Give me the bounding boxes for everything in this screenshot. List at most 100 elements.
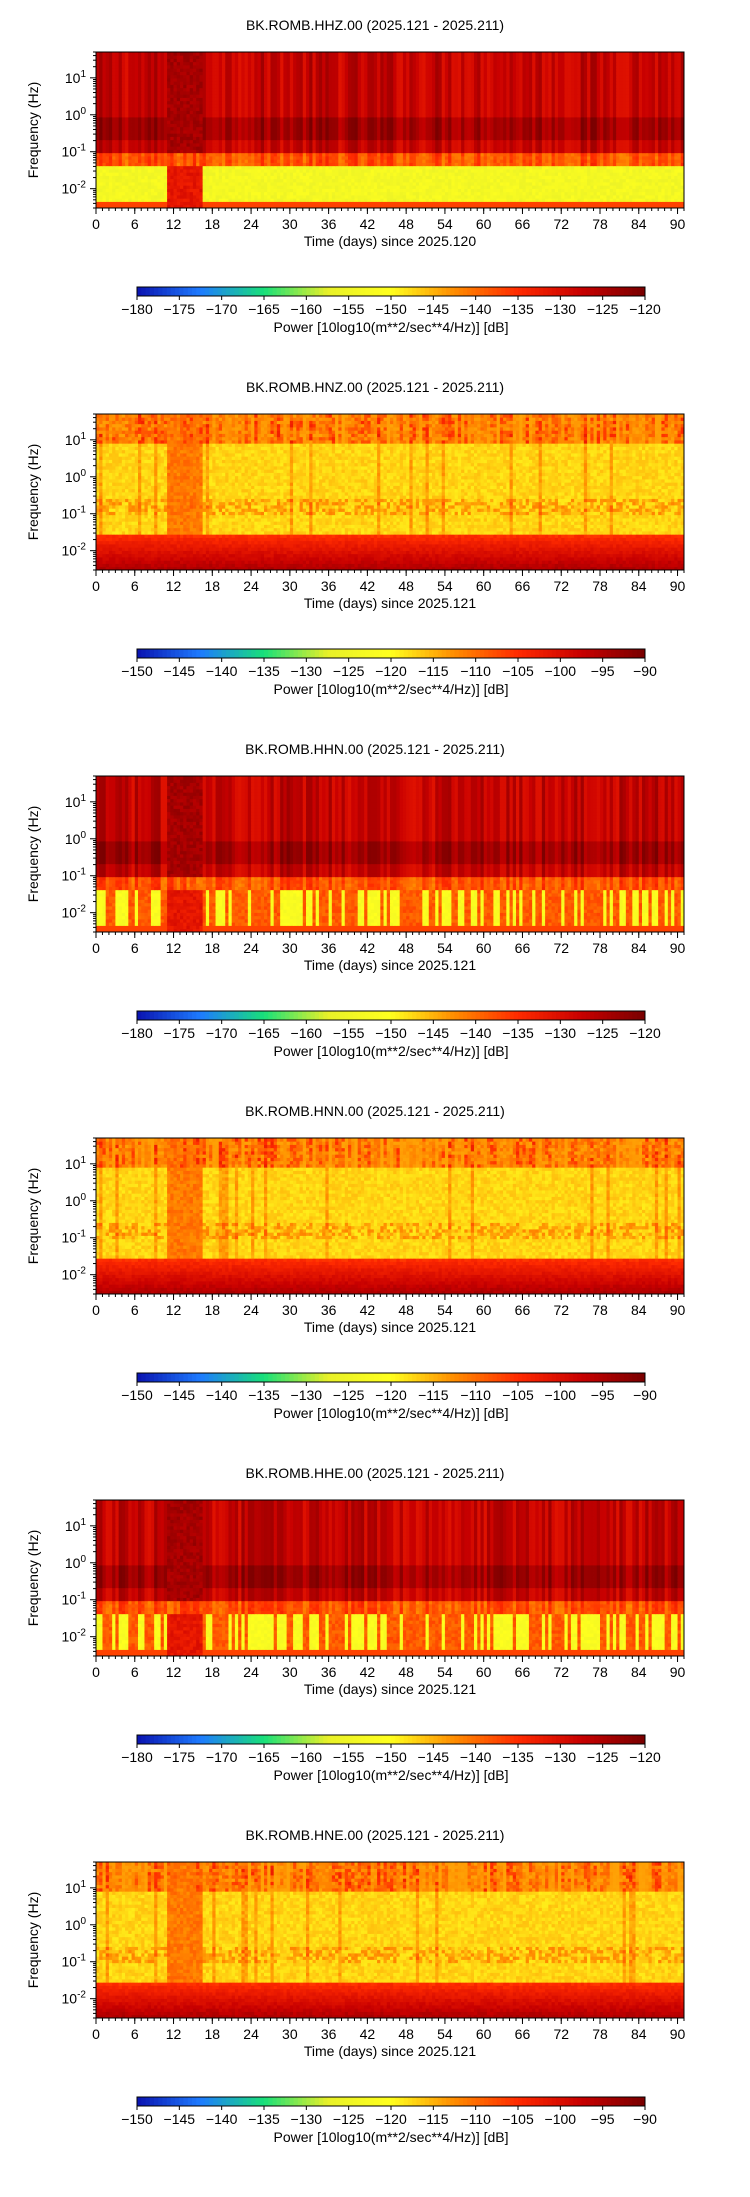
colorbar-tick-label: −135 <box>502 301 534 317</box>
colorbar-tick-label: −155 <box>333 1025 365 1041</box>
x-tick-label: 66 <box>515 1664 531 1680</box>
x-tick-label: 30 <box>282 216 298 232</box>
x-tick-label: 84 <box>631 1664 647 1680</box>
x-tick-label: 60 <box>476 216 492 232</box>
spectrogram-panel-1: BK.ROMB.HHZ.00 (2025.121 - 2025.211) 0 6 12… <box>0 0 750 354</box>
colorbar-tick-label: −150 <box>375 1749 407 1765</box>
spectrogram-svg: BK.ROMB.HNZ.00 (2025.121 - 2025.211) 0 6 12… <box>25 379 686 697</box>
x-tick-label: 24 <box>243 1664 259 1680</box>
x-tick-label: 72 <box>553 1302 569 1318</box>
colorbar-tick-label: −95 <box>591 1387 615 1403</box>
colorbar-tick-label: −165 <box>248 1025 280 1041</box>
x-tick-label: 0 <box>92 578 100 594</box>
colorbar-tick-label: −105 <box>502 663 534 679</box>
x-tick-label: 12 <box>166 216 182 232</box>
x-tick-label: 0 <box>92 1302 100 1318</box>
x-tick-label: 90 <box>670 940 686 956</box>
colorbar-tick-label: −90 <box>633 663 657 679</box>
y-tick-label: 10-1 <box>62 505 87 522</box>
x-tick-label: 0 <box>92 1664 100 1680</box>
x-tick-label: 12 <box>166 1664 182 1680</box>
y-tick-label: 100 <box>65 468 87 485</box>
x-tick-label: 84 <box>631 578 647 594</box>
colorbar: −150 −145 −140 −135 −130 −125 −120 −115 −110 −105… <box>121 1372 657 1421</box>
colorbar-tick-label: −155 <box>333 1749 365 1765</box>
colorbar-tick-label: −175 <box>164 1025 196 1041</box>
colorbar-tick-label: −120 <box>375 2111 407 2127</box>
colorbar-tick-label: −145 <box>418 1749 450 1765</box>
x-tick-label: 48 <box>398 2026 414 2042</box>
x-tick-label: 54 <box>437 940 453 956</box>
colorbar-tick-label: −180 <box>121 301 153 317</box>
y-tick-label: 10-1 <box>62 1953 87 1970</box>
colorbar-tick-label: −125 <box>587 301 619 317</box>
colorbar-tick-label: −120 <box>375 1387 407 1403</box>
chart-title: BK.ROMB.HHN.00 (2025.121 - 2025.211) <box>245 741 505 757</box>
colorbar-tick-label: −135 <box>248 663 280 679</box>
y-tick-label: 101 <box>65 1517 87 1534</box>
y-tick-label: 10-1 <box>62 1591 87 1608</box>
x-tick-label: 6 <box>131 2026 139 2042</box>
colorbar-tick-label: −125 <box>333 663 365 679</box>
colorbar-tick-label: −140 <box>460 1025 492 1041</box>
colorbar-label: Power [10log10(m**2/sec**4/Hz)] [dB] <box>274 2129 509 2145</box>
x-tick-label: 90 <box>670 2026 686 2042</box>
colorbar-tick-label: −90 <box>633 2111 657 2127</box>
spectrogram-panel-3: BK.ROMB.HHN.00 (2025.121 - 2025.211) 0 6 12… <box>0 724 750 1078</box>
colorbar-tick-label: −135 <box>248 1387 280 1403</box>
y-tick-label: 10-1 <box>62 143 87 160</box>
colorbar-tick-label: −170 <box>206 1025 238 1041</box>
x-tick-label: 72 <box>553 1664 569 1680</box>
plot-frame <box>95 775 685 933</box>
x-tick-label: 48 <box>398 216 414 232</box>
x-tick-label: 84 <box>631 2026 647 2042</box>
y-tick-label: 10-1 <box>62 1229 87 1246</box>
y-tick-label: 10-2 <box>62 542 87 559</box>
colorbar-tick-label: −95 <box>591 2111 615 2127</box>
x-tick-label: 54 <box>437 2026 453 2042</box>
colorbar-tick-label: −105 <box>502 1387 534 1403</box>
y-tick-label: 100 <box>65 1554 87 1571</box>
y-tick-label: 101 <box>65 69 87 86</box>
x-tick-label: 78 <box>592 216 608 232</box>
x-tick-label: 90 <box>670 216 686 232</box>
x-tick-label: 48 <box>398 940 414 956</box>
x-tick-label: 6 <box>131 1302 139 1318</box>
x-tick-label: 48 <box>398 578 414 594</box>
x-tick-label: 42 <box>360 2026 376 2042</box>
x-tick-label: 6 <box>131 940 139 956</box>
y-tick-label: 101 <box>65 1879 87 1896</box>
spectrogram-panel-4: BK.ROMB.HNN.00 (2025.121 - 2025.211) 0 6 12… <box>0 1086 750 1440</box>
x-tick-label: 66 <box>515 2026 531 2042</box>
plot-frame <box>95 413 685 571</box>
x-axis-label: Time (days) since 2025.120 <box>304 233 476 249</box>
heatmap-cells <box>96 1138 685 1295</box>
y-tick-label: 100 <box>65 106 87 123</box>
x-tick-label: 12 <box>166 940 182 956</box>
chart-title: BK.ROMB.HHE.00 (2025.121 - 2025.211) <box>246 1465 505 1481</box>
colorbar-tick-label: −125 <box>587 1025 619 1041</box>
x-tick-label: 24 <box>243 216 259 232</box>
colorbar-tick-label: −160 <box>291 1025 323 1041</box>
colorbar-tick-label: −120 <box>629 1749 661 1765</box>
colorbar-tick-label: −115 <box>418 663 449 679</box>
x-tick-label: 30 <box>282 1664 298 1680</box>
colorbar-tick-label: −100 <box>545 663 577 679</box>
x-tick-label: 0 <box>92 2026 100 2042</box>
x-tick-label: 30 <box>282 578 298 594</box>
x-tick-label: 42 <box>360 1664 376 1680</box>
x-tick-label: 90 <box>670 1664 686 1680</box>
heatmap-cells <box>96 52 685 209</box>
y-tick-label: 10-2 <box>62 1266 87 1283</box>
x-tick-label: 84 <box>631 1302 647 1318</box>
x-tick-label: 36 <box>321 2026 337 2042</box>
x-tick-label: 18 <box>205 940 221 956</box>
x-tick-label: 66 <box>515 216 531 232</box>
x-tick-label: 18 <box>205 1664 221 1680</box>
chart-title: BK.ROMB.HNN.00 (2025.121 - 2025.211) <box>245 1103 505 1119</box>
x-tick-label: 60 <box>476 1664 492 1680</box>
plot-frame <box>95 1499 685 1657</box>
spectrogram-svg: BK.ROMB.HHZ.00 (2025.121 - 2025.211) 0 6 12… <box>25 17 686 335</box>
x-tick-label: 60 <box>476 578 492 594</box>
